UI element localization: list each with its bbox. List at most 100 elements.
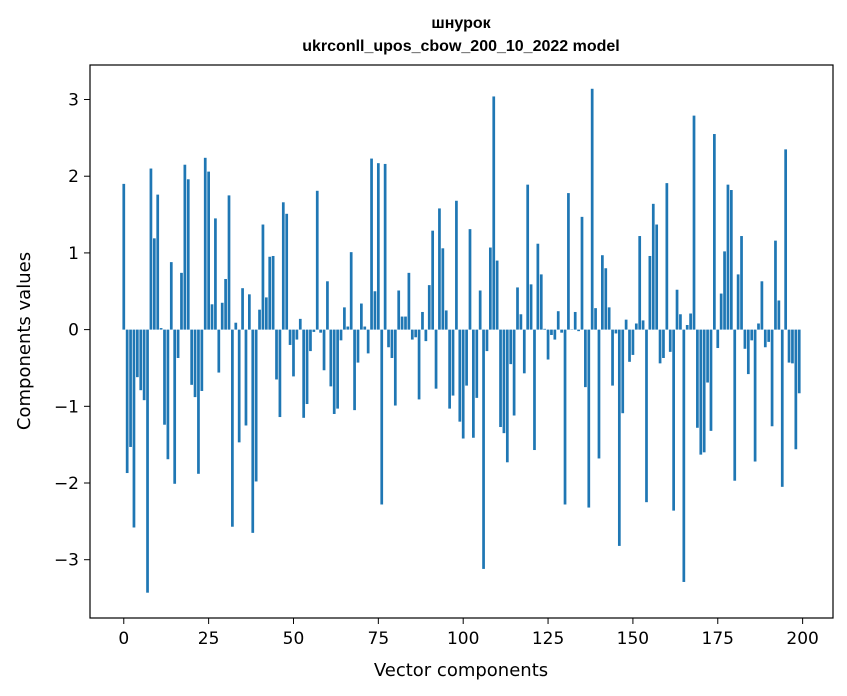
bar	[427, 285, 431, 330]
bar	[651, 203, 655, 330]
bar	[421, 311, 424, 330]
bar	[288, 329, 292, 345]
x-tick-label: 125	[532, 629, 564, 649]
bar	[679, 314, 682, 330]
bar	[224, 278, 227, 330]
bar	[180, 272, 183, 330]
bar	[543, 328, 547, 330]
bar	[339, 329, 343, 341]
bar	[611, 329, 614, 386]
y-tick-label: −3	[54, 551, 79, 571]
bar	[607, 307, 611, 330]
bar	[685, 325, 689, 330]
bar	[285, 213, 289, 330]
bar	[315, 190, 319, 330]
bar	[186, 179, 190, 330]
x-axis-label: Vector components	[374, 660, 548, 681]
bar	[366, 329, 370, 354]
bar	[797, 329, 801, 394]
bar	[760, 281, 764, 330]
bar	[604, 268, 608, 330]
bar	[281, 202, 285, 330]
bar	[390, 329, 394, 358]
bar	[122, 183, 126, 330]
bar	[546, 329, 550, 360]
bar	[726, 184, 730, 330]
bar	[135, 329, 139, 378]
bar	[590, 88, 594, 330]
bar	[451, 329, 455, 396]
bar	[173, 329, 177, 484]
bar	[522, 329, 526, 374]
bar	[750, 329, 754, 341]
bar	[183, 164, 187, 330]
bar	[203, 157, 207, 330]
bar	[210, 304, 214, 330]
bar	[713, 134, 716, 330]
bar	[142, 329, 146, 401]
bar	[231, 329, 234, 527]
bar	[624, 319, 628, 330]
y-tick-label: 3	[68, 91, 79, 111]
bar	[363, 326, 367, 330]
bar	[723, 251, 726, 330]
bar	[302, 329, 306, 418]
bar	[468, 229, 472, 330]
bar	[580, 216, 584, 330]
bar	[295, 329, 299, 340]
bar	[434, 329, 438, 389]
bar	[163, 329, 166, 425]
bar	[292, 329, 295, 377]
bar	[353, 329, 356, 411]
bar	[336, 329, 339, 409]
y-tick-label: −2	[54, 474, 79, 494]
bar	[125, 329, 129, 474]
bar	[597, 329, 601, 459]
bar	[563, 329, 567, 505]
bar	[641, 320, 645, 330]
bar	[244, 329, 248, 426]
bar	[638, 236, 642, 330]
bar	[556, 311, 560, 330]
x-tick-label: 100	[447, 629, 479, 649]
bar	[400, 316, 404, 330]
bar	[349, 252, 353, 330]
bar	[387, 329, 390, 348]
bar	[393, 329, 397, 406]
bar	[264, 297, 268, 330]
bar	[214, 218, 217, 330]
y-axis-ticks: 3 2 1 0 −1 −2 −3	[54, 91, 90, 571]
bar	[444, 310, 448, 330]
bar	[719, 293, 723, 330]
bar	[271, 255, 275, 330]
bar	[176, 329, 180, 358]
bar	[159, 328, 163, 330]
bar	[380, 329, 384, 505]
chart-subtitle: ukrconll_upos_cbow_200_10_2022 model	[302, 38, 619, 55]
bar	[441, 248, 445, 330]
bar	[322, 329, 326, 371]
bar	[733, 329, 737, 481]
bar	[193, 329, 197, 398]
bar	[404, 316, 407, 330]
bar	[248, 294, 251, 330]
bar	[258, 309, 261, 330]
bar	[763, 329, 767, 348]
bar	[780, 329, 784, 487]
bars-group	[122, 88, 801, 593]
bar	[628, 329, 631, 362]
bar	[729, 190, 733, 330]
bar	[475, 329, 479, 398]
bar	[617, 329, 621, 546]
bar	[417, 329, 421, 400]
bar	[665, 183, 669, 330]
bar	[234, 322, 238, 330]
bar	[672, 329, 675, 511]
bar	[509, 329, 513, 365]
bar	[220, 302, 224, 330]
bar	[278, 329, 282, 418]
x-tick-label: 50	[283, 629, 305, 649]
bar	[360, 303, 363, 330]
bar	[516, 287, 519, 330]
bar	[699, 329, 703, 455]
